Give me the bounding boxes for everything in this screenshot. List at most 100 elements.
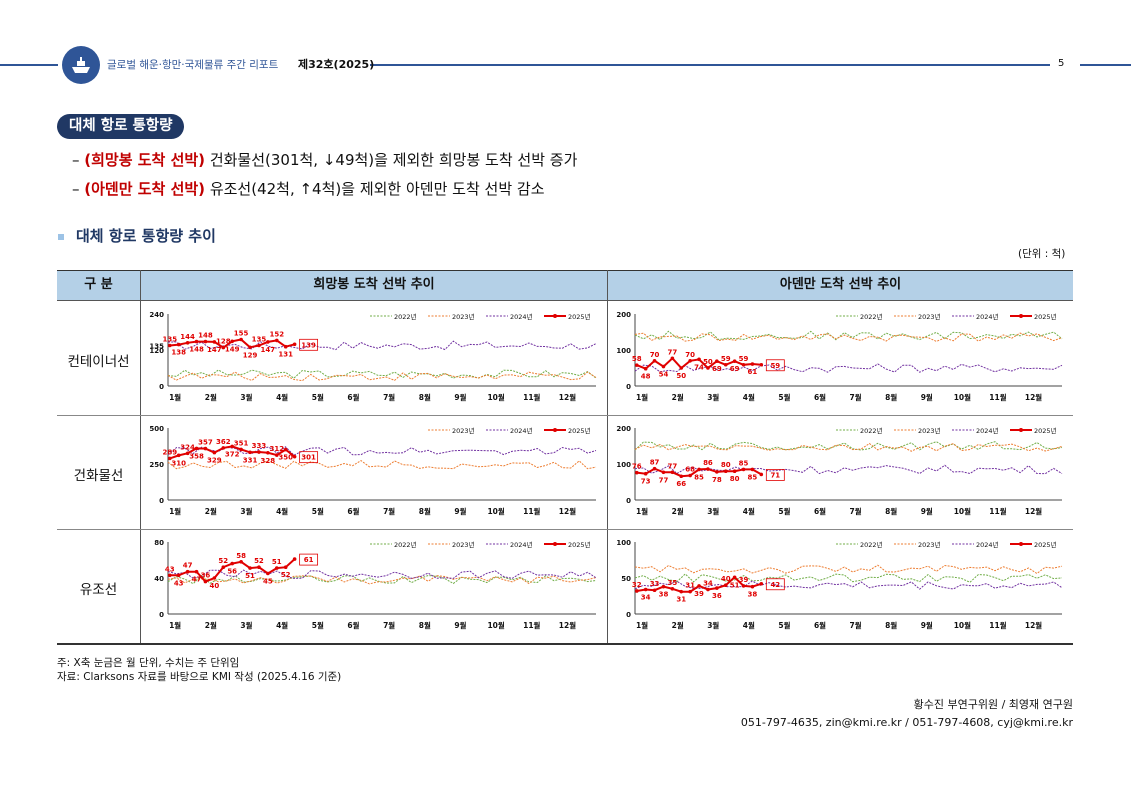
data-point	[661, 364, 666, 369]
y-tick-label: 0	[626, 611, 631, 619]
series-line-2022년	[634, 573, 1063, 583]
y-tick-label: 200	[616, 425, 631, 433]
data-point	[248, 450, 252, 455]
x-tick-label: 1월	[169, 506, 181, 516]
x-tick-label: 5월	[778, 506, 790, 516]
data-point	[715, 359, 719, 363]
x-tick-label: 8월	[885, 620, 897, 630]
x-tick-label: 9월	[921, 506, 933, 516]
data-label: 59	[770, 362, 780, 370]
data-label: 36	[201, 572, 211, 580]
x-tick-label: 6월	[814, 392, 826, 402]
x-tick-label: 1월	[636, 620, 648, 630]
data-point	[221, 446, 226, 450]
data-label: 43	[165, 565, 175, 573]
y-tick-label: 0	[159, 497, 164, 505]
y-tick-label: 0	[159, 383, 164, 391]
data-label: 47	[192, 576, 202, 584]
data-label: 74	[694, 363, 704, 371]
data-label: 147	[261, 346, 276, 354]
data-point	[750, 362, 755, 366]
series-line-2022년	[634, 441, 1063, 451]
y-tick-label: 250	[149, 461, 164, 469]
data-point	[634, 470, 639, 475]
data-point	[670, 470, 675, 475]
x-tick-label: 7월	[383, 392, 395, 402]
x-tick-label: 1월	[636, 506, 648, 516]
bullet-text: 건화물선(301척, ↓49척)을 제외한 희망봉 도착 선박 증가	[205, 151, 578, 169]
y-tick-label: 100	[616, 347, 631, 355]
legend-marker	[1019, 314, 1023, 318]
data-label: 56	[227, 568, 237, 576]
x-tick-label: 1월	[636, 392, 648, 402]
legend-label: 2022년	[860, 426, 883, 435]
data-point	[634, 589, 639, 593]
data-point	[167, 343, 172, 348]
series-line-2023년	[167, 575, 597, 585]
data-label: 61	[748, 368, 758, 376]
data-label: 48	[641, 373, 651, 381]
chart-aden-tanker: 0 50 100 1월 2월 3월 4월 5월 6월 7월 8월 9월 10월 11월 12월 2022년 20…	[616, 539, 1063, 630]
col-header-aden: 아덴만 도착 선박 추이	[779, 277, 902, 292]
x-tick-label: 9월	[454, 506, 466, 516]
x-tick-label: 10월	[954, 506, 971, 516]
data-label: 310	[171, 459, 186, 467]
data-label: 85	[739, 459, 749, 467]
x-tick-label: 10월	[954, 392, 971, 402]
x-tick-label: 7월	[850, 392, 862, 402]
x-tick-label: 12월	[1025, 620, 1042, 630]
data-point	[688, 473, 692, 478]
y-tick-label: 120	[149, 347, 164, 355]
data-label: 351	[234, 439, 249, 447]
data-point	[248, 566, 252, 570]
data-point	[741, 584, 746, 588]
x-tick-label: 6월	[347, 620, 359, 630]
chart-goodhope-drybulk: 0 250 500 1월 2월 3월 4월 5월 6월 7월 8월 9월 10월 11월 12월 2023년 2…	[149, 425, 597, 516]
data-label: 328	[261, 457, 276, 465]
x-tick-label: 6월	[814, 620, 826, 630]
data-point	[732, 469, 737, 473]
data-point	[283, 565, 288, 569]
data-point	[670, 587, 675, 591]
data-label: 148	[198, 332, 213, 340]
x-tick-label: 7월	[850, 506, 862, 516]
data-point	[759, 472, 764, 477]
data-label: 70	[650, 351, 660, 359]
data-point	[750, 584, 755, 589]
data-point	[266, 450, 270, 455]
data-point	[167, 573, 172, 578]
x-tick-label: 2월	[672, 506, 684, 516]
x-tick-label: 4월	[276, 620, 288, 630]
data-label: 80	[730, 475, 740, 483]
legend-marker	[553, 428, 557, 432]
y-tick-label: 50	[621, 575, 631, 583]
data-point	[723, 469, 728, 473]
chart-aden-drybulk: 0 100 200 1월 2월 3월 4월 5월 6월 7월 8월 9월 10월 11월 12월 2022년 2…	[616, 425, 1063, 516]
data-label: 131	[278, 351, 293, 359]
data-label: 51	[272, 558, 282, 566]
data-point	[230, 561, 234, 566]
data-point	[221, 565, 226, 569]
x-tick-label: 2월	[672, 392, 684, 402]
data-point	[706, 366, 710, 370]
x-tick-label: 4월	[743, 392, 755, 402]
legend-label: 2024년	[976, 426, 999, 435]
row-label-tanker: 유조선	[79, 582, 118, 598]
data-label: 32	[632, 581, 642, 589]
data-point	[185, 569, 190, 574]
x-tick-label: 4월	[276, 392, 288, 402]
legend-label: 2024년	[976, 540, 999, 549]
legend-label: 2023년	[918, 540, 941, 549]
legend-label: 2023년	[452, 312, 475, 321]
header-rule-mid	[370, 64, 1050, 66]
data-label: 87	[650, 459, 660, 467]
x-tick-label: 12월	[559, 506, 576, 516]
x-tick-label: 8월	[419, 506, 431, 516]
section-title: 대체 항로 통항량 추이	[58, 225, 216, 246]
x-tick-label: 10월	[487, 392, 504, 402]
data-point	[723, 362, 728, 367]
data-label: 77	[659, 476, 669, 484]
x-tick-label: 11월	[989, 506, 1006, 516]
data-label: 54	[659, 371, 669, 379]
data-point	[194, 339, 199, 344]
